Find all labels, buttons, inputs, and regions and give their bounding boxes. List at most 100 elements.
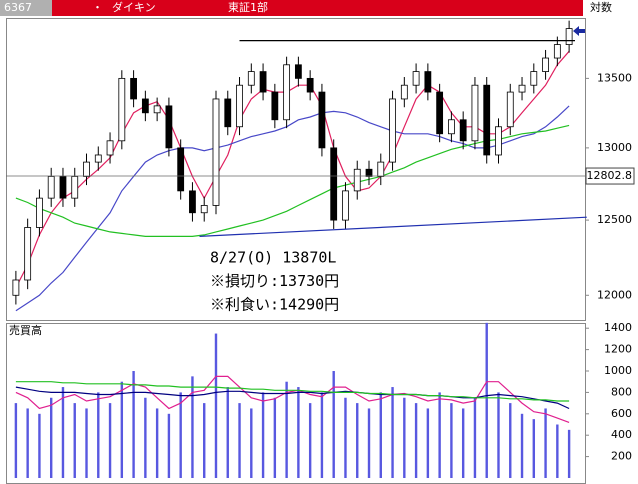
- candle-body: [271, 91, 279, 121]
- volume-bar: [214, 333, 218, 478]
- volume-bar: [544, 408, 547, 478]
- candle-body: [83, 161, 90, 177]
- candle-body: [59, 176, 67, 199]
- volume-bar: [438, 392, 441, 478]
- bullet: ・: [92, 1, 103, 14]
- candle-body: [459, 119, 467, 142]
- candle-body: [318, 91, 326, 149]
- candle-body: [436, 91, 444, 135]
- signal-arrow: [573, 26, 585, 36]
- candle-body: [212, 98, 220, 206]
- volume-bar: [461, 408, 465, 478]
- volume-bar: [356, 403, 359, 478]
- price-label: 12802.8: [587, 169, 633, 182]
- annotation: ※損切り:13730円: [210, 272, 339, 290]
- y-tick-label: 1400: [604, 321, 632, 334]
- candle-body: [389, 98, 396, 163]
- volume-bar: [38, 413, 41, 478]
- candle-body: [330, 147, 338, 221]
- volume-bar: [26, 408, 29, 478]
- volume-bar: [108, 403, 112, 478]
- volume-bar: [97, 392, 100, 478]
- candle-body: [412, 71, 420, 86]
- candle-body: [236, 84, 243, 128]
- volume-bar: [426, 408, 430, 478]
- volume-bar: [391, 387, 394, 478]
- y-tick-label: 13500: [597, 71, 632, 84]
- candle-body: [342, 190, 349, 221]
- candle-body: [530, 71, 538, 86]
- annotation: ※利食い:14290円: [210, 296, 339, 314]
- volume-bar: [532, 419, 536, 478]
- y-tick-label: 12500: [597, 213, 632, 226]
- candle-body: [24, 227, 32, 281]
- volume-bar: [520, 413, 524, 478]
- volume-bar: [61, 387, 65, 478]
- candle-body: [12, 279, 20, 296]
- volume-bar: [379, 392, 382, 478]
- candle-body: [506, 91, 514, 128]
- volume-bar: [14, 403, 18, 478]
- volume-bar: [473, 397, 477, 478]
- y-tick-label: 12000: [597, 288, 632, 301]
- volume-bar: [403, 397, 406, 478]
- volume-bar: [450, 403, 453, 478]
- volume-bar: [250, 408, 253, 478]
- volume-bar: [285, 381, 288, 478]
- moving-average: [15, 105, 570, 312]
- candle-body: [118, 77, 126, 142]
- candle-body: [553, 44, 561, 59]
- volume-bar: [414, 403, 418, 478]
- y-tick-label: 200: [611, 450, 632, 463]
- moving-average: [15, 124, 570, 237]
- volume-bar: [144, 397, 147, 478]
- volume-bar: [132, 371, 135, 478]
- scale-mode[interactable]: 対数: [590, 0, 612, 14]
- stock-code: 6367: [4, 1, 32, 14]
- volume-panel: [6, 323, 586, 484]
- candle-body: [353, 168, 361, 192]
- volume-bar: [167, 413, 171, 478]
- volume-bar: [497, 392, 500, 478]
- candle-body: [165, 105, 173, 149]
- volume-bar: [367, 408, 371, 478]
- candle-body: [141, 98, 149, 114]
- volume-bar: [567, 429, 571, 478]
- volume-bar: [120, 381, 124, 478]
- volume-bar: [332, 371, 335, 478]
- price-label-box: [585, 167, 635, 185]
- candle-body: [247, 71, 255, 86]
- stock-name: ダイキン: [112, 0, 156, 14]
- y-tick-label: 400: [611, 428, 632, 441]
- candle-body: [377, 161, 385, 177]
- candle-body: [400, 84, 408, 100]
- candle-body: [189, 190, 196, 214]
- volume-bar: [509, 403, 512, 478]
- candle-body: [424, 71, 432, 93]
- candle-body: [294, 64, 302, 79]
- volume-bar: [191, 376, 194, 478]
- volume-bar: [297, 387, 300, 478]
- moving-average: [15, 381, 570, 402]
- candle-body: [365, 168, 373, 177]
- candle-body: [177, 147, 185, 192]
- candle-body: [483, 84, 491, 156]
- candle-body: [518, 84, 526, 93]
- header-bar: [0, 0, 583, 16]
- candle-body: [259, 71, 267, 93]
- volume-bar: [226, 387, 229, 478]
- candle-body: [47, 176, 55, 199]
- candle-body: [283, 64, 291, 121]
- volume-bar: [308, 403, 312, 478]
- volume-bar: [155, 408, 159, 478]
- candle-body: [71, 176, 79, 199]
- volume-bar: [73, 403, 76, 478]
- candle-body: [306, 77, 314, 93]
- candle-body: [448, 119, 455, 135]
- candle-body: [94, 154, 102, 163]
- trend-line: [199, 216, 587, 237]
- annotation: 8/27(O) 13870L: [210, 249, 336, 267]
- volume-bar: [203, 403, 206, 478]
- volume-bar: [179, 392, 182, 478]
